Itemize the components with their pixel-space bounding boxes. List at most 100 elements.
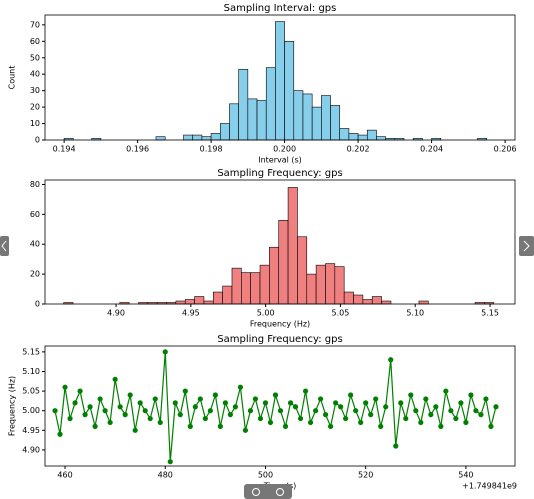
y-tick-label: 5.10 bbox=[22, 367, 40, 376]
y-tick-label: 30 bbox=[30, 86, 40, 95]
x-tick-label: 460 bbox=[57, 471, 72, 480]
point bbox=[242, 427, 249, 433]
point bbox=[82, 412, 88, 418]
bar bbox=[366, 129, 377, 141]
y-axis-label: Count bbox=[8, 66, 17, 90]
x-tick-label: 5.05 bbox=[332, 309, 350, 318]
point bbox=[177, 412, 183, 418]
bar bbox=[297, 236, 308, 305]
x-tick-label: 5.10 bbox=[406, 309, 424, 318]
point bbox=[162, 349, 168, 355]
point bbox=[363, 400, 369, 406]
x-offset-label: +1.749841e9 bbox=[462, 482, 517, 491]
bar bbox=[155, 136, 166, 141]
point bbox=[368, 412, 374, 418]
point bbox=[262, 400, 269, 406]
y-tick-label: 0 bbox=[35, 136, 40, 145]
bar bbox=[201, 136, 212, 141]
point bbox=[433, 404, 439, 410]
point bbox=[418, 419, 424, 426]
point bbox=[312, 408, 319, 414]
y-tick-label: 20 bbox=[30, 270, 40, 279]
y-tick-label: 60 bbox=[30, 37, 40, 46]
point bbox=[448, 408, 454, 414]
x-tick-label: 540 bbox=[458, 471, 473, 480]
x-tick-label: 520 bbox=[358, 471, 373, 480]
point bbox=[52, 408, 58, 414]
point bbox=[62, 384, 68, 390]
point bbox=[67, 415, 73, 422]
y-tick-label: 70 bbox=[30, 20, 40, 29]
chart-title: Sampling Interval: gps bbox=[224, 3, 337, 14]
plot-frame bbox=[44, 14, 516, 141]
point bbox=[282, 423, 289, 429]
next-icon bbox=[523, 240, 530, 252]
point bbox=[453, 415, 459, 422]
point bbox=[373, 396, 379, 402]
bar bbox=[371, 296, 382, 305]
bar bbox=[229, 103, 239, 141]
point bbox=[207, 408, 213, 414]
point bbox=[403, 415, 409, 422]
point bbox=[237, 384, 244, 390]
ui-overlay bbox=[0, 236, 534, 499]
point bbox=[187, 423, 193, 429]
point bbox=[92, 423, 98, 429]
x-tick-label: 500 bbox=[258, 471, 273, 480]
y-tick-label: 5.05 bbox=[22, 387, 40, 396]
bar bbox=[348, 133, 359, 141]
bar bbox=[247, 98, 258, 141]
point bbox=[353, 408, 359, 414]
point bbox=[358, 419, 364, 426]
point bbox=[338, 404, 344, 410]
point bbox=[137, 400, 143, 406]
y-axis-label: Frequency (Hz) bbox=[8, 376, 17, 436]
y-tick-label: 4.90 bbox=[22, 445, 40, 454]
rotate-buttons[interactable] bbox=[244, 484, 292, 499]
point bbox=[277, 408, 284, 414]
x-tick-label: 4.90 bbox=[107, 309, 125, 318]
next-button[interactable] bbox=[519, 236, 534, 256]
x-tick-label: 4.95 bbox=[182, 309, 200, 318]
x-tick-label: 5.15 bbox=[481, 309, 499, 318]
y-tick-label: 40 bbox=[30, 240, 40, 249]
x-tick-label: 0.200 bbox=[273, 145, 296, 154]
point bbox=[102, 408, 108, 414]
x-axis-label: Frequency (Hz) bbox=[250, 320, 310, 329]
point bbox=[322, 412, 329, 418]
point bbox=[172, 400, 178, 406]
prev-button[interactable] bbox=[0, 236, 9, 256]
point bbox=[117, 404, 123, 410]
bar bbox=[302, 93, 313, 141]
y-tick-label: 40 bbox=[30, 70, 40, 79]
point bbox=[272, 392, 279, 398]
point bbox=[478, 412, 484, 418]
point bbox=[398, 400, 404, 406]
point bbox=[343, 415, 349, 422]
x-axis-label: Interval (s) bbox=[258, 156, 302, 165]
point bbox=[127, 392, 133, 398]
point bbox=[428, 412, 434, 418]
point bbox=[302, 388, 309, 394]
y-tick-label: 80 bbox=[30, 180, 40, 189]
point bbox=[413, 408, 419, 414]
bar bbox=[210, 133, 221, 141]
bar bbox=[330, 105, 341, 141]
bar bbox=[275, 21, 285, 141]
x-tick-label: 0.196 bbox=[126, 145, 149, 154]
bar bbox=[184, 299, 195, 305]
x-tick-label: 0.206 bbox=[494, 145, 517, 154]
point bbox=[142, 408, 148, 414]
point bbox=[232, 404, 239, 410]
point bbox=[483, 396, 489, 402]
bar bbox=[250, 272, 261, 305]
point bbox=[443, 388, 449, 394]
y-tick-label: 60 bbox=[30, 210, 40, 219]
x-tick-label: 0.198 bbox=[200, 145, 223, 154]
point bbox=[122, 412, 128, 418]
point bbox=[423, 396, 429, 402]
point bbox=[212, 392, 218, 398]
bar bbox=[325, 263, 336, 305]
bar bbox=[315, 264, 326, 305]
y-tick-label: 50 bbox=[30, 53, 40, 62]
